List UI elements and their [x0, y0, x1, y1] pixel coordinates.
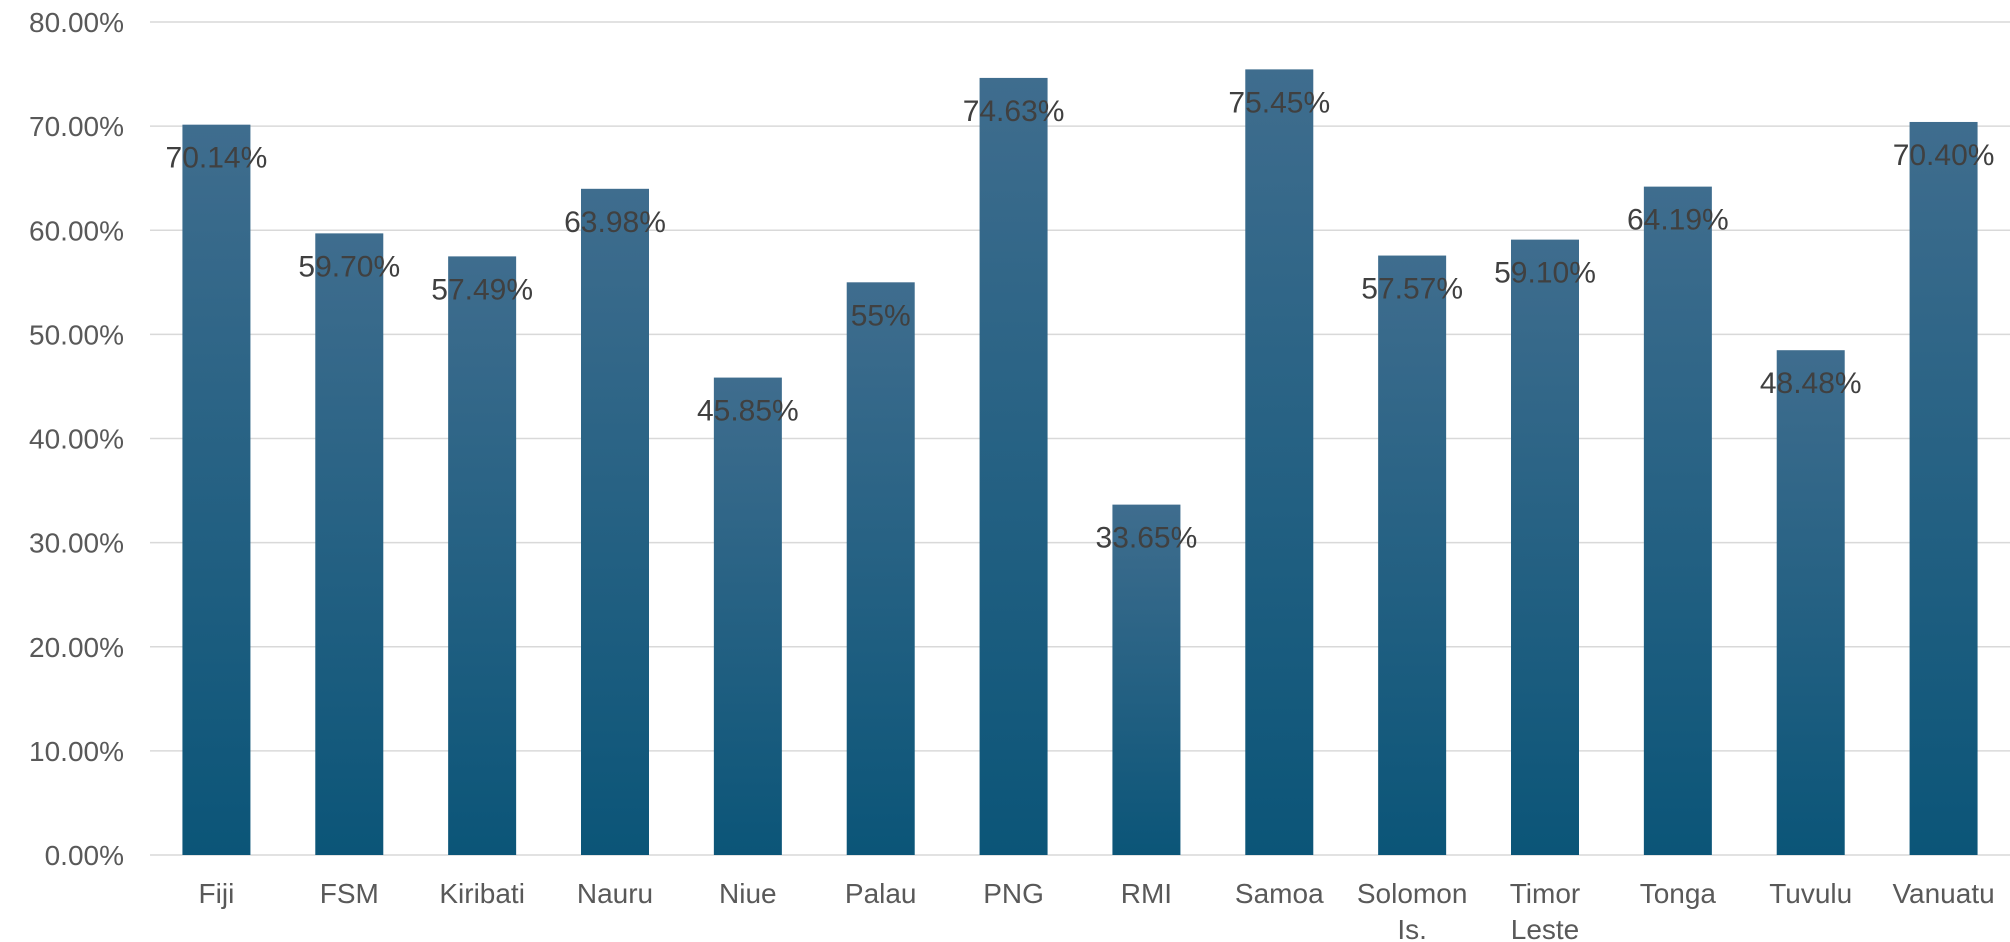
bar: [581, 188, 649, 856]
y-tick-label: 10.00%: [29, 736, 124, 767]
data-label: 48.48%: [1760, 367, 1862, 400]
data-label: 75.45%: [1228, 86, 1330, 119]
data-label: 64.19%: [1627, 204, 1729, 237]
category-label: Kiribati: [439, 878, 525, 909]
bar: [1776, 350, 1845, 855]
bar: [1378, 255, 1447, 855]
data-label: 57.57%: [1361, 273, 1463, 306]
gridlines: [150, 21, 2010, 856]
bar: [713, 377, 782, 855]
bar: [1909, 121, 1978, 855]
bar: [846, 282, 915, 855]
category-label: Solomon Is.: [1357, 878, 1468, 942]
category-label: Timor Leste: [1510, 878, 1581, 942]
y-tick-label: 30.00%: [29, 528, 124, 559]
y-tick-label: 80.00%: [29, 7, 124, 38]
data-label: 70.40%: [1893, 139, 1995, 172]
category-label: Niue: [719, 878, 777, 909]
y-tick-label: 0.00%: [45, 840, 124, 871]
bar: [448, 256, 517, 855]
category-label: PNG: [983, 878, 1044, 909]
y-tick-label: 50.00%: [29, 319, 124, 350]
data-labels: 70.14% 59.70% 57.49% 63.98% 45.85% 55% 74.63% 3…: [166, 86, 1995, 554]
category-label: Nauru: [577, 878, 653, 909]
y-axis-tick-labels: 0.00% 10.00% 20.00% 30.00% 40.00% 50.00% 60.00…: [29, 7, 124, 871]
bar: [315, 233, 384, 855]
data-label: 33.65%: [1096, 522, 1198, 555]
category-label: FSM: [320, 878, 379, 909]
bar: [182, 124, 251, 856]
category-label: RMI: [1121, 878, 1172, 909]
x-axis-category-labels: Fiji FSM Kiribati Nauru Niue Palau PNG RMI Samoa…: [199, 878, 1995, 942]
category-label: Tonga: [1640, 878, 1717, 909]
data-label: 70.14%: [166, 142, 268, 175]
data-label: 59.10%: [1494, 257, 1596, 290]
bar: [1511, 239, 1579, 856]
data-label: 63.98%: [564, 206, 666, 239]
bar: [1245, 69, 1314, 855]
data-label: 57.49%: [431, 273, 533, 306]
bar: [979, 77, 1048, 856]
data-label: 45.85%: [697, 395, 799, 428]
bar: [1643, 186, 1712, 855]
category-label: Tuvulu: [1769, 878, 1852, 909]
y-tick-label: 70.00%: [29, 111, 124, 142]
y-tick-label: 40.00%: [29, 424, 124, 455]
y-tick-label: 60.00%: [29, 215, 124, 246]
y-tick-label: 20.00%: [29, 632, 124, 663]
category-label: Vanuatu: [1892, 878, 1994, 909]
bar: [1112, 504, 1181, 855]
category-label: Palau: [845, 878, 917, 909]
data-label: 59.70%: [298, 250, 400, 283]
data-label: 74.63%: [963, 95, 1065, 128]
category-label: Samoa: [1235, 878, 1324, 909]
bars: [182, 69, 1978, 856]
category-label: Fiji: [199, 878, 235, 909]
data-label: 55%: [851, 299, 911, 332]
